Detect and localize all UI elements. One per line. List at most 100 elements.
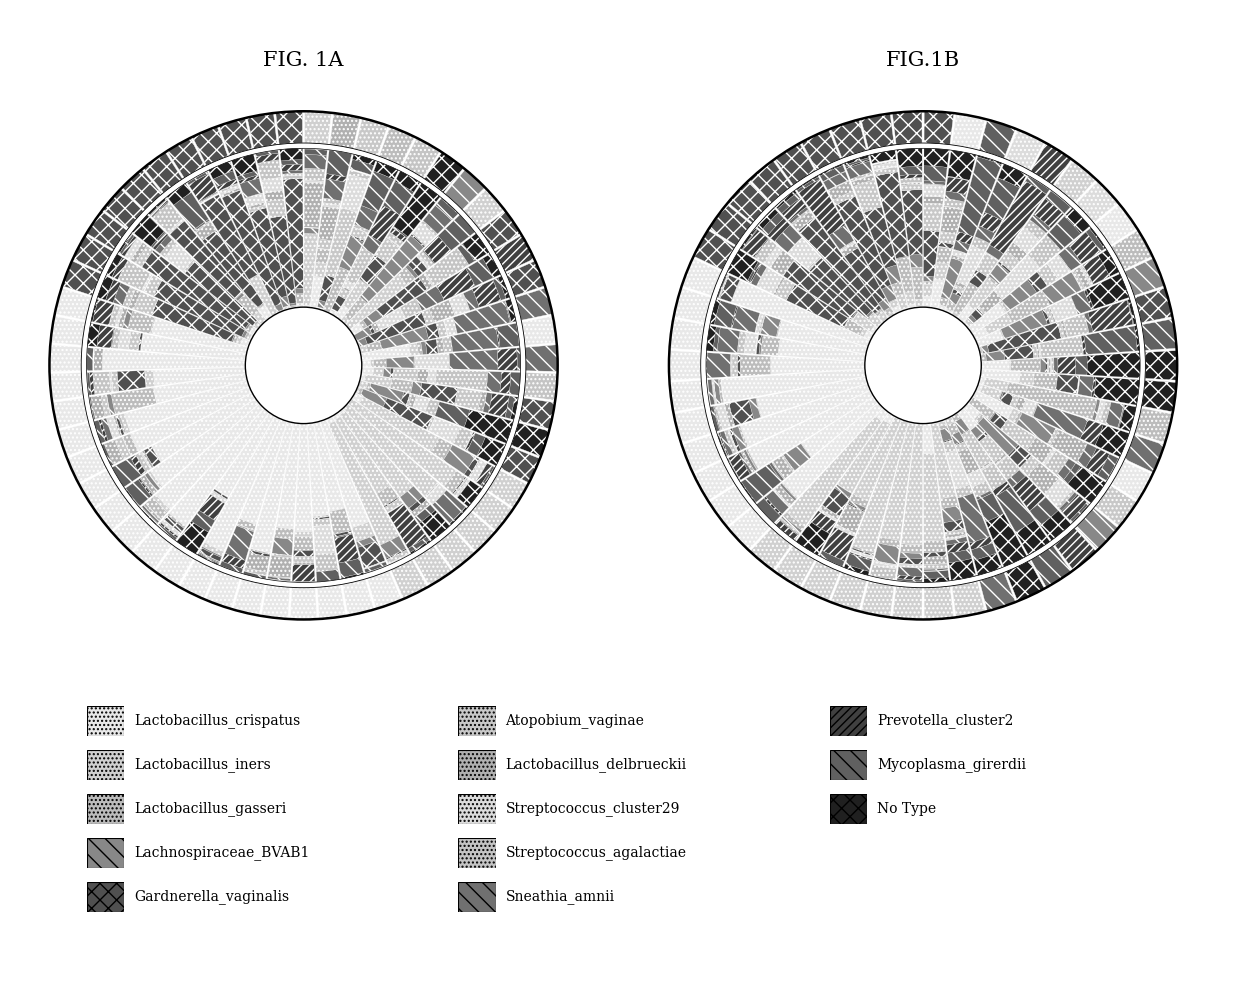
Wedge shape [669,319,705,350]
Wedge shape [994,453,1006,464]
Wedge shape [1004,345,1033,360]
Wedge shape [282,170,302,174]
Wedge shape [743,449,757,471]
Wedge shape [188,174,217,202]
Wedge shape [141,450,154,468]
Wedge shape [1085,228,1104,252]
Wedge shape [756,239,777,263]
Wedge shape [776,190,797,209]
Wedge shape [387,549,406,560]
Wedge shape [757,498,781,523]
Wedge shape [1046,450,1069,475]
Wedge shape [1007,469,1026,487]
Wedge shape [741,481,756,503]
Wedge shape [892,111,922,145]
Wedge shape [975,414,984,423]
Wedge shape [908,421,916,424]
Wedge shape [444,317,457,335]
Wedge shape [944,520,964,533]
Wedge shape [934,262,949,281]
Wedge shape [979,346,984,354]
Wedge shape [403,138,440,178]
Text: Streptococcus_agalactiae: Streptococcus_agalactiae [506,846,686,860]
Wedge shape [352,154,375,165]
Wedge shape [258,304,264,309]
Wedge shape [130,242,147,263]
Wedge shape [113,512,152,552]
Wedge shape [422,205,451,234]
Wedge shape [830,119,867,158]
Wedge shape [729,399,755,425]
Wedge shape [118,260,150,290]
Wedge shape [254,322,261,329]
Wedge shape [1015,397,1026,411]
Wedge shape [719,274,730,298]
Wedge shape [256,303,264,308]
Wedge shape [436,198,458,220]
Wedge shape [840,242,855,252]
Wedge shape [790,209,810,225]
Wedge shape [742,229,768,257]
Wedge shape [112,457,141,487]
Wedge shape [323,198,341,205]
Wedge shape [873,162,897,170]
Wedge shape [472,491,513,531]
Wedge shape [727,429,738,452]
Wedge shape [297,305,304,307]
Wedge shape [177,522,208,554]
Wedge shape [313,421,344,512]
Wedge shape [963,321,969,328]
Wedge shape [900,166,922,175]
Wedge shape [326,174,347,182]
Wedge shape [997,391,1002,400]
Wedge shape [280,148,302,161]
Wedge shape [924,184,945,186]
Wedge shape [769,462,784,481]
Wedge shape [945,449,970,489]
Wedge shape [90,395,105,419]
Wedge shape [245,193,265,207]
Wedge shape [409,496,426,513]
Wedge shape [717,433,727,456]
Wedge shape [872,160,897,166]
Wedge shape [112,328,121,348]
Wedge shape [1126,300,1134,324]
Wedge shape [999,251,1020,271]
Wedge shape [50,344,82,371]
Wedge shape [949,292,960,305]
Wedge shape [339,236,363,271]
Wedge shape [771,250,794,275]
Wedge shape [258,305,271,320]
Wedge shape [969,397,973,403]
Wedge shape [978,492,1004,522]
Wedge shape [740,383,870,446]
Wedge shape [431,437,452,460]
Wedge shape [997,261,1011,272]
Wedge shape [425,339,439,354]
Wedge shape [924,166,947,182]
Wedge shape [774,546,815,588]
Wedge shape [1006,382,1098,419]
Wedge shape [364,374,392,387]
Wedge shape [349,170,370,180]
Wedge shape [152,202,182,232]
Wedge shape [109,305,120,326]
Wedge shape [1026,437,1053,463]
Wedge shape [892,586,922,620]
Wedge shape [966,468,986,487]
Wedge shape [773,456,793,478]
Wedge shape [987,276,999,286]
Wedge shape [732,426,747,450]
Wedge shape [115,306,123,327]
Wedge shape [830,573,867,612]
Text: Prevotella_cluster2: Prevotella_cluster2 [877,714,1014,728]
Wedge shape [270,215,296,304]
Wedge shape [271,554,292,558]
Wedge shape [783,260,857,319]
Wedge shape [416,256,427,269]
Wedge shape [771,356,865,374]
Wedge shape [961,429,991,467]
Wedge shape [1047,255,1069,278]
Wedge shape [160,523,178,538]
Wedge shape [1135,288,1172,322]
